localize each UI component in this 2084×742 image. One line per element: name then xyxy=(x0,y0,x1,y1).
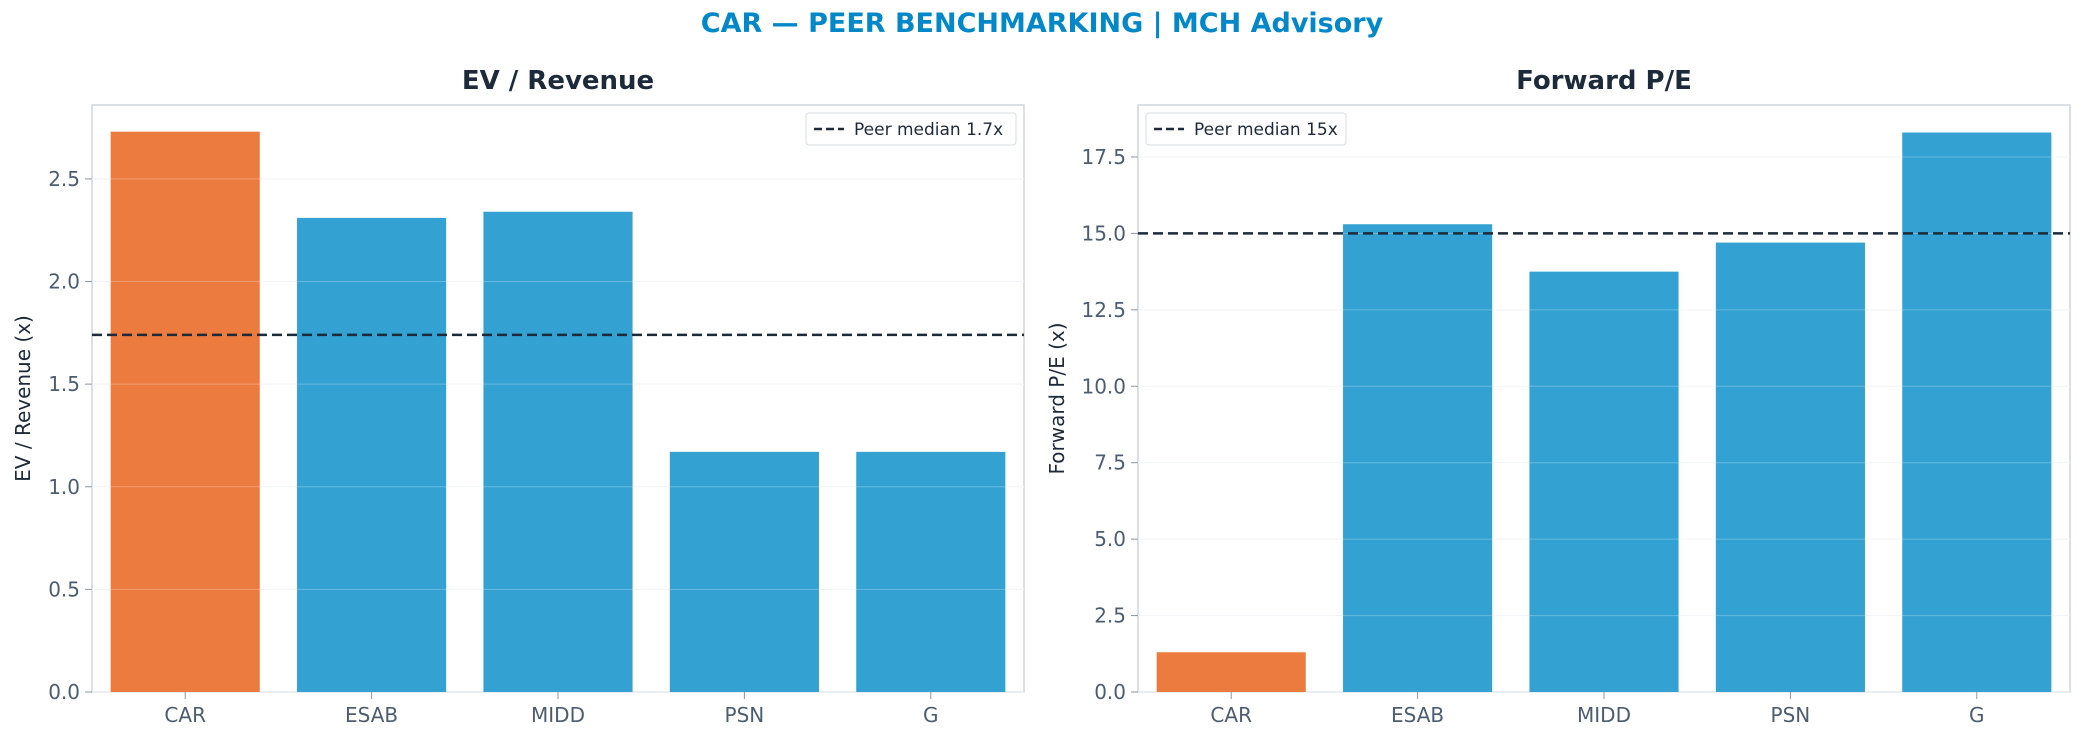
x-tick-label: PSN xyxy=(725,703,765,727)
y-tick-label: 15.0 xyxy=(1081,221,1126,245)
panel-title-ev-revenue: EV / Revenue xyxy=(461,66,655,96)
bar-esab xyxy=(1343,224,1493,692)
x-tick-label: MIDD xyxy=(531,703,585,727)
panel-title-forward-pe: Forward P/E xyxy=(1516,66,1692,96)
x-tick-label: G xyxy=(923,703,939,727)
y-tick-label: 2.0 xyxy=(48,270,80,294)
bar-psn xyxy=(669,451,819,692)
legend-label-forward-pe: Peer median 15x xyxy=(1194,120,1338,140)
x-tick-label: ESAB xyxy=(345,703,398,727)
legend-label-ev-revenue: Peer median 1.7x xyxy=(854,120,1003,140)
y-tick-label: 1.5 xyxy=(48,372,80,396)
y-tick-label: 17.5 xyxy=(1081,145,1126,169)
bar-car xyxy=(1156,652,1306,692)
figure-title: CAR — PEER BENCHMARKING | MCH Advisory xyxy=(700,8,1384,39)
y-tick-label: 12.5 xyxy=(1081,298,1126,322)
x-tick-label: CAR xyxy=(164,703,206,727)
legend-box-ev-revenue xyxy=(805,112,1017,146)
y-tick-label: 2.5 xyxy=(1094,604,1126,628)
y-tick-label: 10.0 xyxy=(1081,374,1126,398)
x-tick-label: ESAB xyxy=(1391,703,1444,727)
bar-g xyxy=(856,451,1006,692)
bar-g xyxy=(1902,132,2052,692)
y-tick-label: 7.5 xyxy=(1094,451,1126,475)
y-tick-label: 0.0 xyxy=(48,680,80,704)
y-tick-label: 2.5 xyxy=(48,167,80,191)
y-tick-label: 1.0 xyxy=(48,475,80,499)
bar-midd xyxy=(1529,271,1679,692)
y-tick-label: 5.0 xyxy=(1094,527,1126,551)
bar-midd xyxy=(483,211,633,692)
y-tick-label: 0.0 xyxy=(1094,680,1126,704)
x-tick-label: PSN xyxy=(1771,703,1811,727)
x-tick-label: CAR xyxy=(1210,703,1252,727)
y-axis-label-forward-pe: Forward P/E (x) xyxy=(1045,322,1069,474)
bar-car xyxy=(110,131,260,692)
x-tick-label: MIDD xyxy=(1577,703,1631,727)
y-axis-label-ev-revenue: EV / Revenue (x) xyxy=(11,315,35,482)
bar-esab xyxy=(297,217,447,692)
bar-psn xyxy=(1715,242,1865,692)
y-tick-label: 0.5 xyxy=(48,577,80,601)
x-tick-label: G xyxy=(1969,703,1985,727)
legend-box-forward-pe xyxy=(1145,112,1347,146)
